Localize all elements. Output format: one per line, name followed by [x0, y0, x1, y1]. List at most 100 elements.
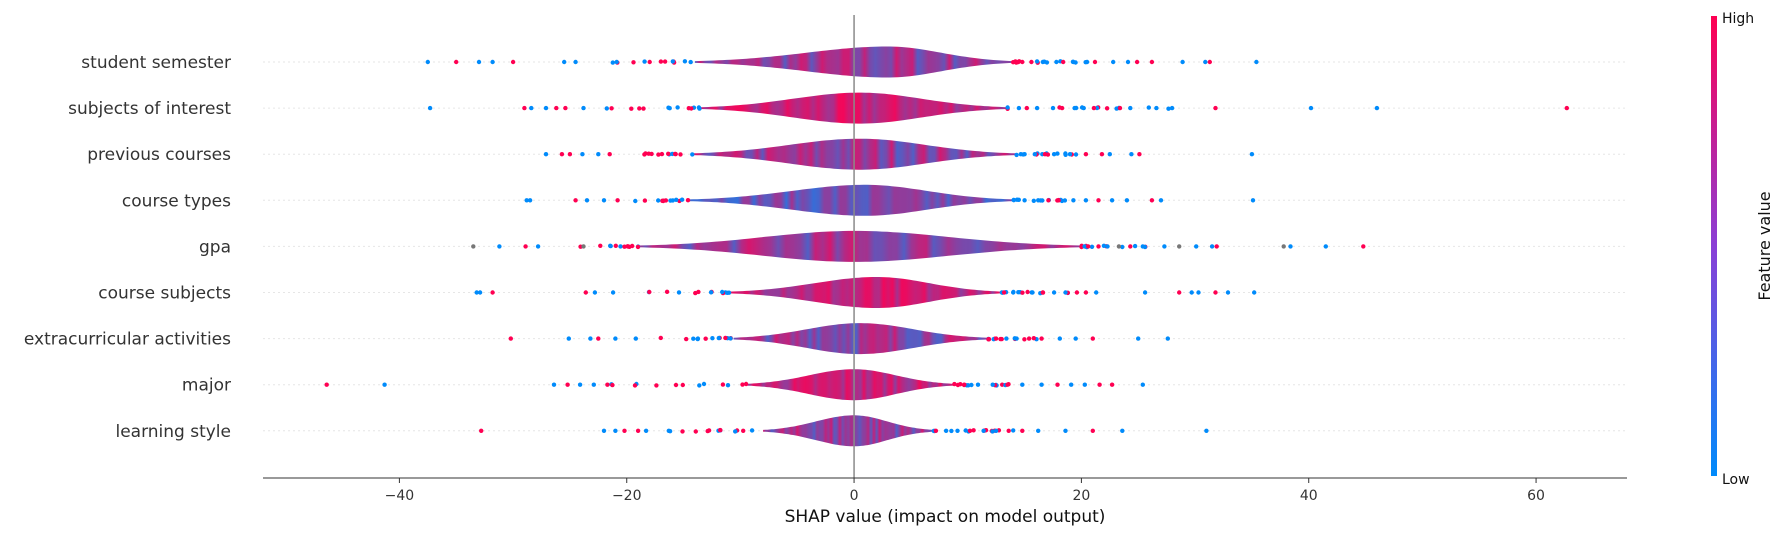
shap-point — [1281, 244, 1286, 249]
shap-point — [649, 151, 654, 157]
shap-point — [690, 152, 695, 157]
shap-point — [1040, 59, 1046, 65]
feature-label: course types — [122, 191, 231, 211]
shap-point — [1308, 105, 1314, 111]
shap-point — [535, 244, 541, 249]
shap-point — [664, 289, 670, 294]
colorbar-high-label: High — [1722, 11, 1754, 27]
feature-label: student semester — [81, 53, 231, 73]
shap-point — [477, 290, 483, 295]
shap-point — [577, 382, 583, 387]
shap-point — [1063, 151, 1068, 156]
shap-point — [1104, 106, 1110, 111]
shap-point — [1025, 289, 1030, 295]
shap-point — [1124, 198, 1130, 203]
shap-point — [1097, 382, 1102, 387]
shap-point — [1040, 290, 1046, 295]
shap-point — [613, 428, 618, 433]
shap-point — [565, 382, 570, 387]
x-tick-label: 0 — [850, 488, 859, 504]
shap-point — [1089, 244, 1095, 249]
shap-point — [701, 381, 707, 387]
shap-point — [1096, 198, 1101, 203]
shap-point — [1036, 198, 1041, 203]
shap-point — [508, 336, 513, 341]
shap-point — [632, 383, 638, 388]
shap-point — [1072, 105, 1077, 111]
feature-label: learning style — [115, 422, 231, 442]
shap-point — [710, 336, 715, 341]
shap-point — [1213, 105, 1218, 111]
shap-point — [643, 428, 649, 433]
shap-point — [1209, 244, 1215, 249]
shap-point — [1005, 105, 1010, 110]
shap-point — [1014, 336, 1019, 341]
shap-point — [629, 106, 634, 111]
shap-point — [1177, 290, 1182, 295]
shap-point — [1056, 198, 1061, 203]
x-axis-ticks: −40 −20 0 20 40 60 — [385, 478, 1545, 504]
shap-point — [1039, 336, 1044, 341]
shap-point — [1252, 290, 1257, 295]
shap-point — [1129, 152, 1134, 157]
shap-point — [1051, 290, 1057, 295]
shap-point — [1073, 152, 1079, 157]
shap-point — [1142, 290, 1148, 295]
shap-point — [1044, 60, 1050, 65]
shap-point — [1203, 59, 1208, 65]
colorbar: High Low Feature value — [1711, 11, 1774, 488]
shap-point — [658, 59, 664, 64]
shap-point — [1177, 244, 1182, 249]
shap-point — [695, 336, 701, 341]
shap-point — [1149, 198, 1155, 203]
shap-point — [1101, 243, 1107, 248]
shap-point — [566, 336, 571, 341]
shap-point — [986, 337, 992, 342]
shap-point — [720, 382, 726, 387]
shap-point — [667, 106, 672, 111]
shap-point — [1092, 59, 1098, 65]
shap-point — [559, 152, 565, 157]
shap-point — [581, 105, 586, 111]
shap-point — [1073, 336, 1078, 341]
shap-point — [668, 198, 673, 203]
shap-point — [1022, 152, 1027, 157]
feature-label: course subjects — [98, 284, 231, 304]
shap-point — [1094, 290, 1099, 295]
shap-point — [1034, 59, 1040, 64]
feature-label: major — [182, 376, 231, 396]
shap-point — [1090, 428, 1096, 433]
shap-point — [998, 336, 1003, 342]
colorbar-gradient — [1711, 16, 1717, 476]
shap-point — [1125, 59, 1131, 65]
shap-point — [749, 428, 755, 433]
shap-point — [1051, 152, 1057, 157]
shap-point — [743, 381, 749, 387]
shap-point — [1059, 198, 1065, 204]
shap-point — [1099, 152, 1105, 157]
shap-point — [969, 382, 974, 388]
x-tick-label: 60 — [1527, 488, 1545, 504]
shap-point — [1154, 105, 1159, 111]
shap-point — [573, 59, 578, 65]
shap-point — [1096, 244, 1101, 249]
shap-point — [1086, 244, 1091, 249]
shap-point — [1094, 105, 1100, 111]
shap-point — [583, 290, 588, 295]
shap-point — [1120, 428, 1125, 433]
colorbar-low-label: Low — [1722, 472, 1750, 488]
shap-point — [1120, 244, 1125, 250]
shap-point — [678, 152, 683, 157]
shap-point — [1189, 290, 1194, 295]
shap-point — [676, 290, 682, 295]
violin-body — [746, 369, 955, 401]
shap-point — [635, 428, 641, 433]
shap-point — [716, 335, 721, 341]
shap-point — [1030, 290, 1035, 295]
shap-point — [697, 383, 702, 388]
feature-row — [263, 415, 1627, 447]
shap-point — [1055, 382, 1060, 387]
shap-point — [605, 382, 610, 387]
shap-point — [622, 428, 627, 433]
shap-point — [1083, 290, 1089, 295]
